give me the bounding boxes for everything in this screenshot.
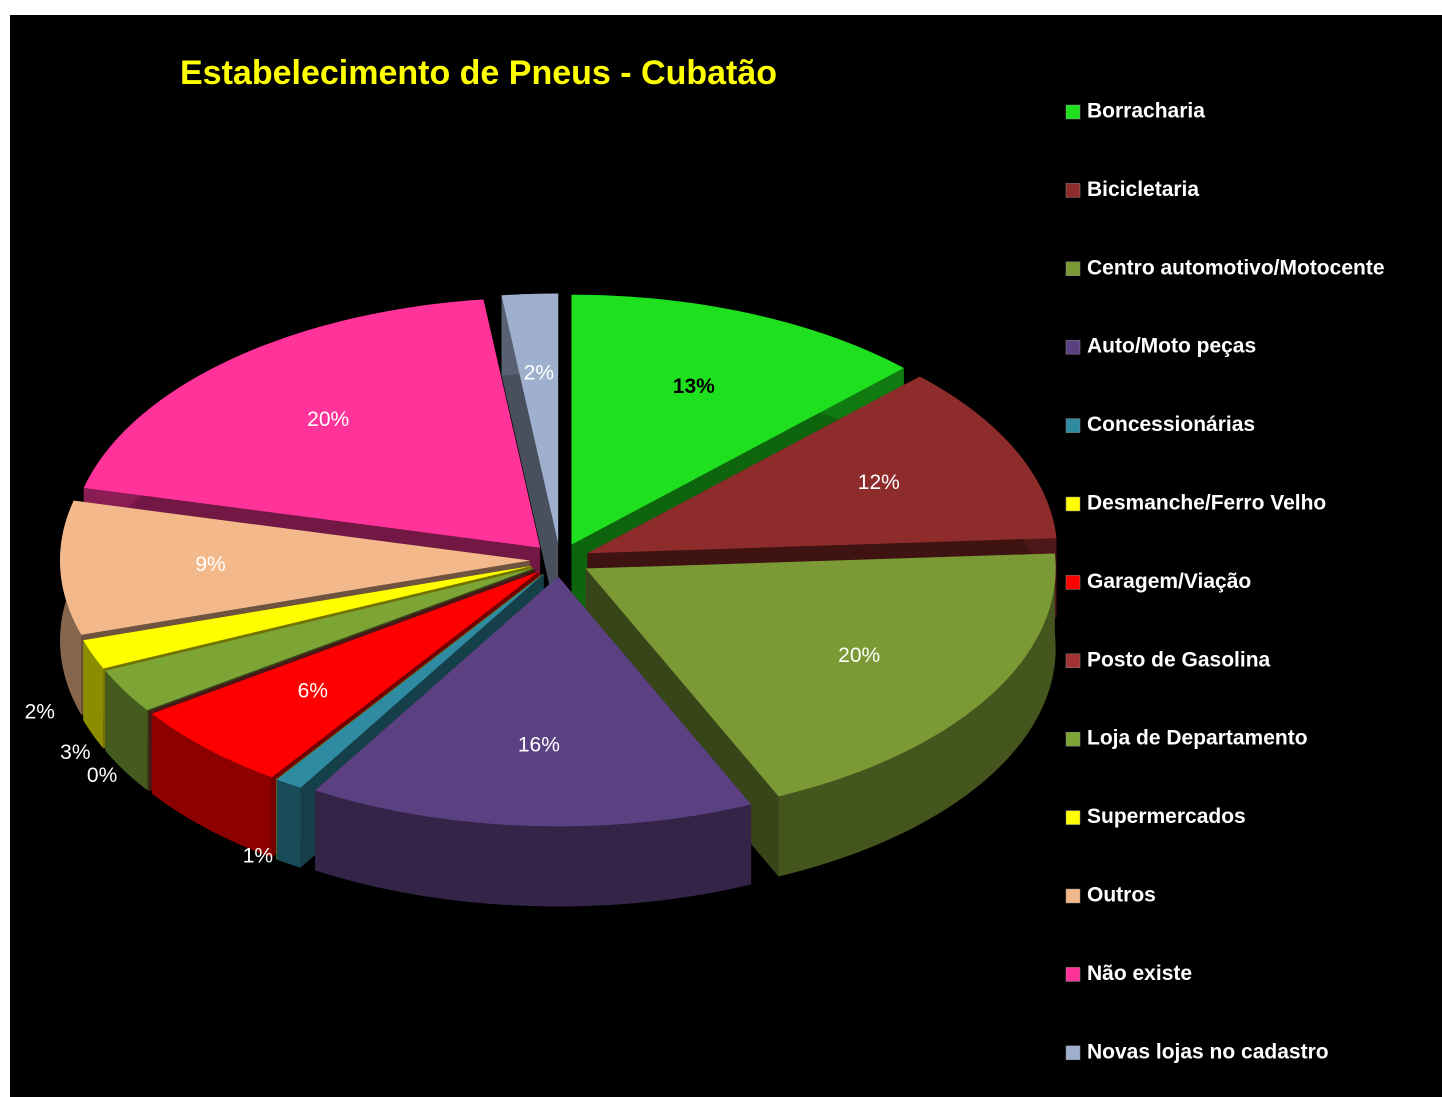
legend-label: Loja de Departamento: [1087, 727, 1308, 750]
legend-swatch: [1065, 1045, 1081, 1061]
legend-label: Não existe: [1087, 962, 1192, 985]
legend-label: Garagem/Viação: [1087, 570, 1251, 593]
slice-side: [315, 790, 752, 907]
slice-top: [587, 376, 1057, 554]
legend-swatch: [1065, 967, 1081, 982]
legend-swatch: [1065, 653, 1081, 669]
data-label: 0%: [87, 764, 117, 787]
legend-label: Bicicletaria: [1087, 178, 1199, 201]
slice-top: [276, 573, 544, 788]
slice-side: [778, 553, 1056, 877]
slice-side: [151, 713, 272, 858]
data-label: 1%: [243, 845, 273, 868]
slice-top: [83, 565, 532, 669]
data-label: 20%: [838, 644, 880, 667]
legend-label: Centro automotivo/Motocente: [1087, 256, 1385, 279]
legend-label: Borracharia: [1087, 100, 1205, 123]
data-label: 16%: [518, 734, 560, 757]
legend-swatch: [1065, 731, 1081, 747]
legend-swatch: [1065, 888, 1081, 904]
slice-top: [571, 294, 904, 545]
legend-swatch: [1065, 261, 1081, 277]
slice-top: [151, 571, 539, 778]
legend-label: Outros: [1087, 884, 1156, 907]
slice: [501, 293, 559, 624]
legend-swatch: [1065, 575, 1081, 590]
slice-top: [60, 500, 531, 635]
slice: [315, 576, 752, 907]
legend-label: Supermercados: [1087, 805, 1246, 828]
slice-top: [105, 568, 534, 711]
slice-side: [276, 779, 301, 868]
data-label: 2%: [25, 701, 55, 724]
slice-top: [83, 299, 541, 548]
slice-top: [315, 576, 752, 827]
legend-swatch: [1065, 418, 1081, 433]
chart-title: Estabelecimento de Pneus - Cubatão: [180, 54, 777, 92]
slice-top: [585, 553, 1056, 797]
data-label: 6%: [298, 679, 328, 702]
data-label: 9%: [195, 553, 225, 576]
legend-label: Desmanche/Ferro Velho: [1087, 492, 1326, 515]
slice-side: [83, 640, 104, 749]
legend-swatch: [1065, 183, 1081, 198]
data-label: 3%: [60, 741, 90, 764]
legend-label: Concessionárias: [1087, 413, 1255, 436]
legend-label: Novas lojas no cadastro: [1087, 1040, 1329, 1063]
legend-swatch: [1065, 810, 1081, 825]
data-label: 13%: [673, 375, 715, 398]
data-label: 20%: [307, 408, 349, 431]
legend-label: Auto/Moto peças: [1087, 335, 1256, 358]
legend-label: Posto de Gasolina: [1087, 648, 1271, 671]
slice-side: [105, 670, 148, 791]
legend-swatch: [1065, 339, 1081, 355]
slice-wall: [501, 295, 559, 624]
slice-top: [501, 293, 559, 544]
legend-swatch: [1065, 104, 1081, 120]
data-label: 12%: [858, 471, 900, 494]
data-label: 2%: [524, 361, 554, 384]
legend-swatch: [1065, 496, 1081, 512]
